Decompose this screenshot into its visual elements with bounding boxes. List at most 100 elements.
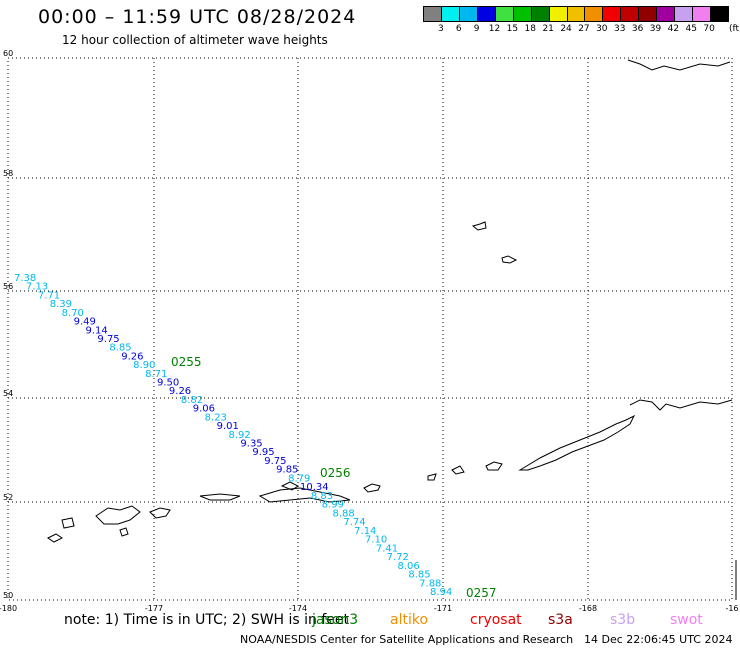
color-scale-tick-label: 3 bbox=[438, 24, 444, 34]
altimeter-map: 60 58 56 54 52 50 -180 -177 -174 -171 -168 -16 7.38… bbox=[0, 49, 739, 612]
legend-cryosat: cryosat bbox=[470, 612, 522, 628]
coastline-segment bbox=[119, 527, 129, 537]
notes-line: note: 1) Time is in UTC; 2) SWH is in fe… bbox=[0, 612, 740, 630]
coastline-segment bbox=[363, 483, 381, 493]
color-scale-tick-label: 30 bbox=[596, 24, 608, 34]
map-border bbox=[7, 57, 733, 601]
color-scale-cell bbox=[657, 7, 676, 21]
map-frame bbox=[7, 57, 733, 601]
color-scale-cell bbox=[693, 7, 711, 21]
latitude-label: 54 bbox=[3, 389, 13, 398]
color-scale-tick-label: 42 bbox=[667, 24, 680, 34]
wave-height-label: 8.79 bbox=[288, 473, 310, 484]
wave-height-label: 7.74 bbox=[343, 517, 365, 528]
color-scale-tick-label: 45 bbox=[685, 24, 697, 34]
coastline bbox=[47, 59, 737, 600]
wave-height-label: 8.06 bbox=[398, 561, 420, 572]
color-scale-cell bbox=[549, 7, 568, 21]
altimeter-track: 7.387.137.718.398.709.499.149.758.859.26… bbox=[14, 273, 497, 600]
color-scale-tick-label: 6 bbox=[455, 24, 462, 34]
wave-height-label: 8.71 bbox=[145, 369, 167, 380]
legend-swot: swot bbox=[670, 612, 703, 628]
wave-height-label: 8.23 bbox=[205, 412, 227, 423]
wave-height-label: 7.13 bbox=[26, 282, 48, 293]
wave-height-label: 9.01 bbox=[217, 421, 239, 432]
wave-height-label: 8.82 bbox=[181, 395, 203, 406]
wave-height-label: 8.85 bbox=[109, 343, 131, 354]
wave-height-label: 8.90 bbox=[133, 360, 155, 371]
color-scale-cell bbox=[675, 7, 694, 21]
legend-s3a: s3a bbox=[548, 612, 573, 628]
pass-time-label: 0257 bbox=[466, 586, 497, 600]
legend-jason3: jason3 bbox=[312, 612, 359, 628]
color-scale-cell bbox=[513, 7, 532, 21]
longitude-label: -177 bbox=[145, 604, 163, 612]
coastline-segment bbox=[471, 221, 487, 231]
coastline-segment bbox=[47, 533, 63, 543]
wave-height-label: 10.34 bbox=[300, 482, 329, 493]
wave-height-label: 7.72 bbox=[387, 552, 409, 563]
latitude-label: 56 bbox=[3, 282, 13, 291]
color-scale-cell bbox=[531, 7, 550, 21]
color-scale-tick-label: 18 bbox=[524, 24, 537, 34]
wave-height-label: 8.99 bbox=[322, 500, 344, 511]
longitude-label: -168 bbox=[579, 604, 597, 612]
wave-height-label: 9.14 bbox=[86, 325, 108, 336]
wave-height-label: 7.41 bbox=[376, 543, 398, 554]
wave-height-label: 8.88 bbox=[333, 508, 355, 519]
wave-height-label: 8.94 bbox=[430, 587, 452, 598]
legend-s3b: s3b bbox=[610, 612, 636, 628]
notes-text: note: 1) Time is in UTC; 2) SWH is in fe… bbox=[64, 612, 350, 628]
color-scale-unit: (ft) bbox=[729, 24, 740, 34]
coastline-segment bbox=[501, 255, 518, 264]
wave-height-label: 9.06 bbox=[193, 404, 215, 415]
wave-height-label: 9.75 bbox=[264, 456, 286, 467]
color-scale-cell bbox=[585, 7, 604, 21]
color-scale-tick-label: 33 bbox=[613, 24, 626, 34]
color-scale-cell bbox=[639, 7, 658, 21]
color-scale-tick-label: 24 bbox=[560, 24, 572, 34]
coastline-segment bbox=[518, 414, 636, 471]
wave-height-label: 7.38 bbox=[14, 273, 36, 284]
color-scale-cell bbox=[711, 7, 728, 21]
coastline-segment bbox=[280, 481, 299, 491]
color-scale-cell bbox=[424, 7, 442, 21]
color-scale-tick-label: 21 bbox=[542, 24, 554, 34]
coastline-segment bbox=[629, 399, 733, 411]
color-scale-cell bbox=[459, 7, 478, 21]
coastline-segment bbox=[485, 461, 503, 471]
wave-height-label: 7.10 bbox=[365, 535, 387, 546]
wave-height-label: 9.75 bbox=[97, 334, 119, 345]
wave-height-label: 8.39 bbox=[50, 299, 72, 310]
wave-height-label: 7.71 bbox=[38, 290, 60, 301]
coastline-segment bbox=[451, 465, 465, 475]
axis-labels: 60 58 56 54 52 50 -180 -177 -174 -171 -168 -16 bbox=[0, 49, 739, 612]
wave-height-label: 9.35 bbox=[240, 438, 262, 449]
color-scale-tick-label: 12 bbox=[488, 24, 501, 34]
wave-height-label: 8.70 bbox=[62, 308, 84, 319]
wave-height-label: 8.83 bbox=[311, 491, 333, 502]
generated-timestamp: 14 Dec 22:06:45 UTC 2024 bbox=[584, 633, 733, 646]
wave-height-label: 9.85 bbox=[276, 465, 298, 476]
map-title: 00:00 – 11:59 UTC 08/28/2024 bbox=[38, 6, 357, 28]
color-scale-cell bbox=[441, 7, 460, 21]
color-scale-tick-label: 27 bbox=[578, 24, 590, 34]
wave-height-label: 9.26 bbox=[169, 386, 191, 397]
wave-height-label: 8.92 bbox=[229, 430, 251, 441]
color-scale-tick-label: 9 bbox=[473, 24, 480, 34]
latitude-label: 50 bbox=[3, 591, 13, 600]
color-scale-tick-label: 70 bbox=[703, 24, 715, 34]
wave-height-label: 9.26 bbox=[121, 351, 143, 362]
credit-line: NOAA/NESDIS Center for Satellite Applica… bbox=[240, 633, 574, 646]
latitude-label: 52 bbox=[3, 493, 13, 502]
map-subtitle: 12 hour collection of altimeter wave hei… bbox=[62, 33, 328, 47]
wave-height-label: 8.85 bbox=[408, 570, 430, 581]
coastline-segment bbox=[627, 59, 731, 71]
longitude-label: -180 bbox=[0, 604, 17, 612]
color-scale-tick-label: 39 bbox=[649, 24, 662, 34]
color-scale-bar bbox=[423, 6, 729, 22]
color-scale-cell bbox=[603, 7, 622, 21]
color-scale-tick-label: 36 bbox=[631, 24, 644, 34]
